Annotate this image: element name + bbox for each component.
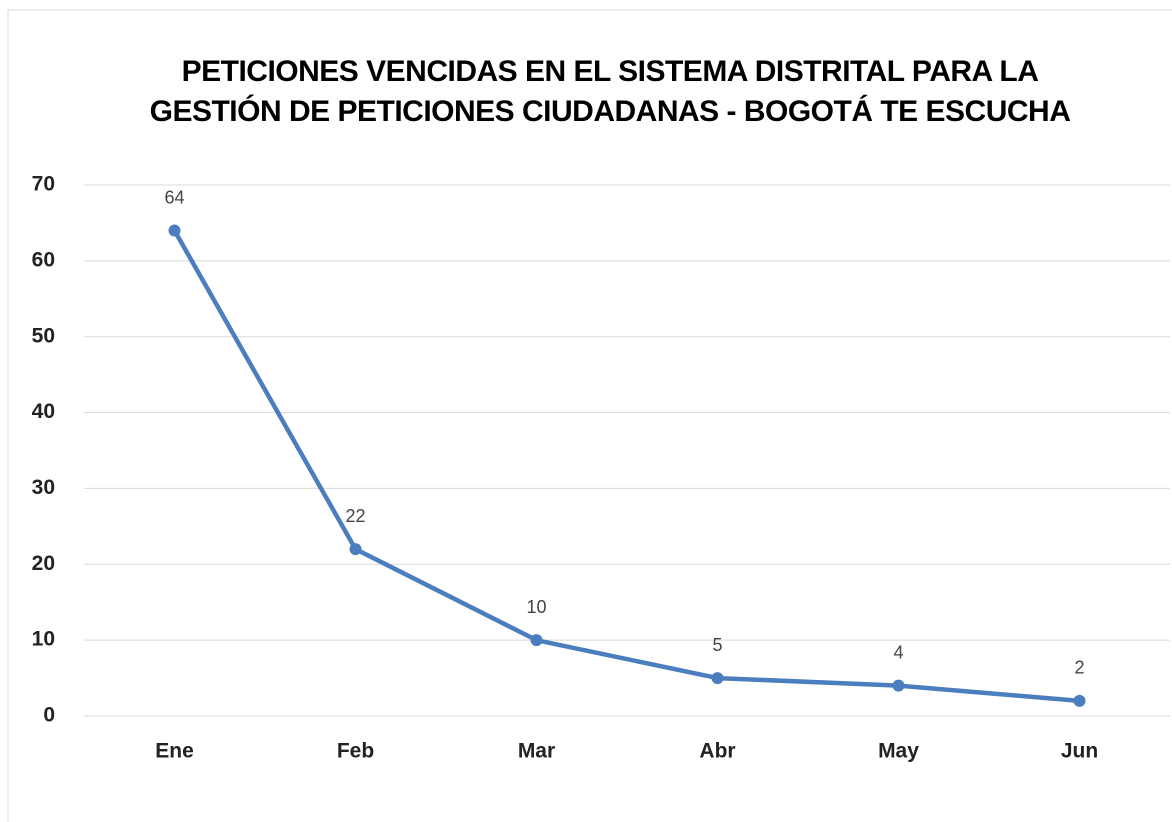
y-tick-label: 20 xyxy=(32,552,55,575)
data-label: 5 xyxy=(712,635,722,655)
point xyxy=(892,679,905,692)
chart-title: PETICIONES VENCIDAS EN EL SISTEMA DISTRI… xyxy=(149,55,1071,128)
point xyxy=(530,634,543,647)
x-tick-label: May xyxy=(878,740,919,763)
line xyxy=(172,229,1080,704)
point xyxy=(168,224,181,237)
x-tick-label: Ene xyxy=(155,740,194,763)
data-label: 4 xyxy=(893,642,903,662)
chart-border xyxy=(7,9,1172,822)
y-tick-label: 0 xyxy=(43,704,55,727)
point xyxy=(711,672,724,685)
point xyxy=(1073,694,1086,707)
y-tick-label: 10 xyxy=(32,628,55,651)
data-label: 2 xyxy=(1074,658,1084,678)
y-tick-label: 30 xyxy=(32,476,55,499)
y-tick-label: 50 xyxy=(32,324,55,347)
x-tick-label: Abr xyxy=(699,740,735,763)
y-tick-label: 40 xyxy=(32,400,55,423)
y-tick-label: 70 xyxy=(32,173,55,196)
point xyxy=(349,543,362,556)
x-tick-label: Jun xyxy=(1061,740,1098,763)
x-tick-label: Mar xyxy=(518,740,555,763)
data-label: 64 xyxy=(164,187,184,207)
y-tick-label: 60 xyxy=(32,248,55,271)
data-label: 22 xyxy=(345,506,365,526)
data-label: 10 xyxy=(526,597,546,617)
x-tick-label: Feb xyxy=(337,740,374,763)
